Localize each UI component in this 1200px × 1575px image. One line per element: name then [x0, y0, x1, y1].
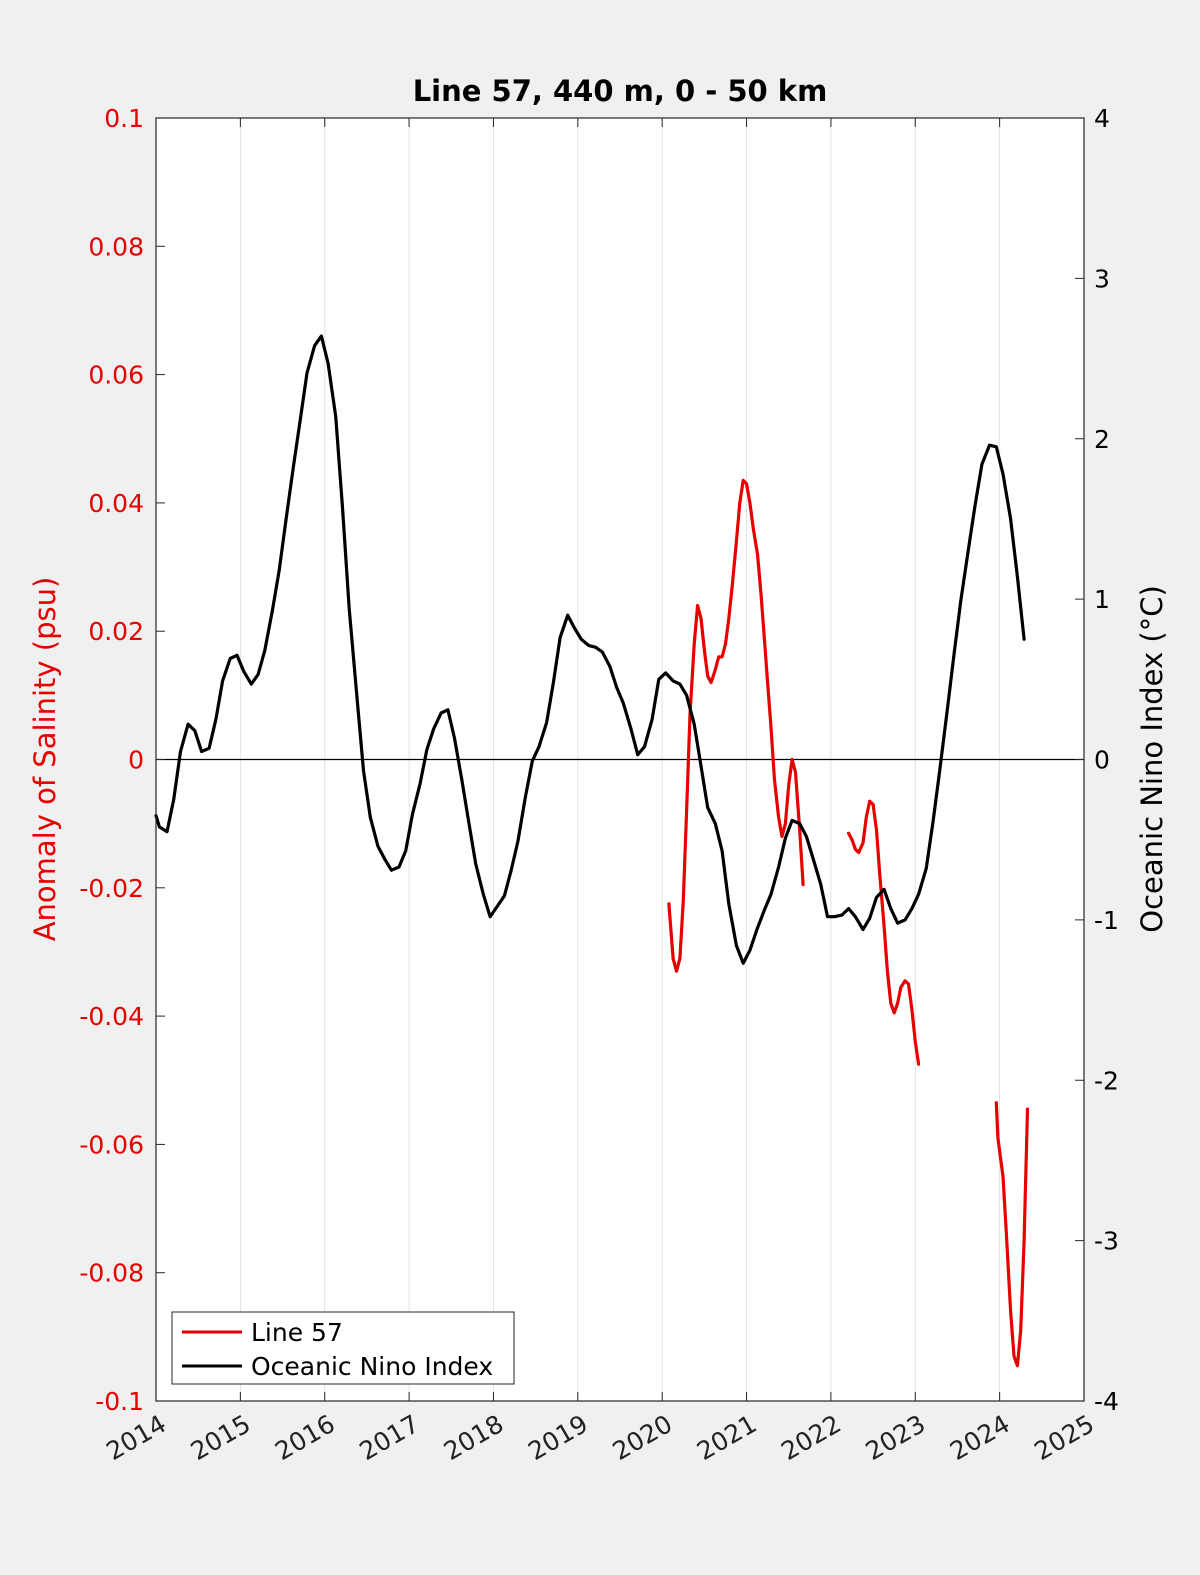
y-left-tick-label-0.08: 0.08 [88, 232, 144, 261]
y-left-tick-label--0.1: -0.1 [95, 1387, 144, 1416]
y-right-tick-label-0: 0 [1094, 746, 1110, 775]
series-line-57-segment-0 [667, 478, 805, 973]
y-right-tick-label-4: 4 [1094, 104, 1110, 133]
x-tick-label-2014: 2014 [101, 1409, 171, 1466]
tick-labels: 2014 2015 2016 2017 2018 2019 2020 2021 2022 2023… [79, 104, 1119, 1466]
x-tick-label-2022: 2022 [776, 1409, 846, 1466]
y-axis-label-left: Anomaly of Salinity (psu) [28, 577, 62, 942]
x-tick-label-2018: 2018 [439, 1409, 509, 1466]
x-tick-label-2015: 2015 [186, 1409, 256, 1466]
y-right-tick-label-3: 3 [1094, 264, 1110, 293]
tick-marks [155, 117, 1085, 1402]
series-group [154, 334, 1030, 1368]
y-right-tick-label--4: -4 [1094, 1387, 1119, 1416]
y-axis-label-right: Oceanic Nino Index (°C) [1135, 585, 1169, 933]
y-right-tick-label--3: -3 [1094, 1227, 1119, 1256]
y-left-tick-label--0.06: -0.06 [79, 1130, 144, 1159]
legend-label-line-57: Line 57 [251, 1318, 343, 1347]
series-line-57-segment-2 [994, 1101, 1030, 1368]
legend: Line 57 Oceanic Nino Index [171, 1311, 515, 1385]
y-right-tick-label--1: -1 [1094, 906, 1119, 935]
x-tick-label-2024: 2024 [945, 1409, 1015, 1466]
legend-box [171, 1311, 515, 1385]
y-left-tick-label--0.02: -0.02 [79, 874, 144, 903]
y-left-tick-label-0.1: 0.1 [104, 104, 144, 133]
x-tick-label-2025: 2025 [1029, 1409, 1099, 1466]
y-right-tick-label-2: 2 [1094, 425, 1110, 454]
chart-title: Line 57, 440 m, 0 - 50 km [413, 74, 828, 108]
x-tick-label-2016: 2016 [270, 1409, 340, 1466]
y-right-tick-label--2: -2 [1094, 1066, 1119, 1095]
y-right-tick-label-1: 1 [1094, 585, 1110, 614]
y-left-tick-label-0.02: 0.02 [88, 617, 144, 646]
x-tick-label-2023: 2023 [861, 1409, 931, 1466]
x-tick-label-2020: 2020 [608, 1409, 678, 1466]
x-tick-label-2019: 2019 [523, 1409, 593, 1466]
y-left-tick-label-0.04: 0.04 [88, 489, 144, 518]
y-left-tick-label--0.08: -0.08 [79, 1259, 144, 1288]
y-left-tick-label-0: 0 [128, 746, 144, 775]
series-line-57-segment-1 [847, 799, 921, 1066]
y-left-tick-label--0.04: -0.04 [79, 1002, 144, 1031]
y-left-tick-label-0.06: 0.06 [88, 361, 144, 390]
series-oceanic-nino-index-segment-0 [154, 334, 1026, 965]
x-tick-label-2017: 2017 [354, 1409, 424, 1466]
x-tick-label-2021: 2021 [692, 1409, 762, 1466]
legend-label-oni: Oceanic Nino Index [251, 1352, 493, 1381]
